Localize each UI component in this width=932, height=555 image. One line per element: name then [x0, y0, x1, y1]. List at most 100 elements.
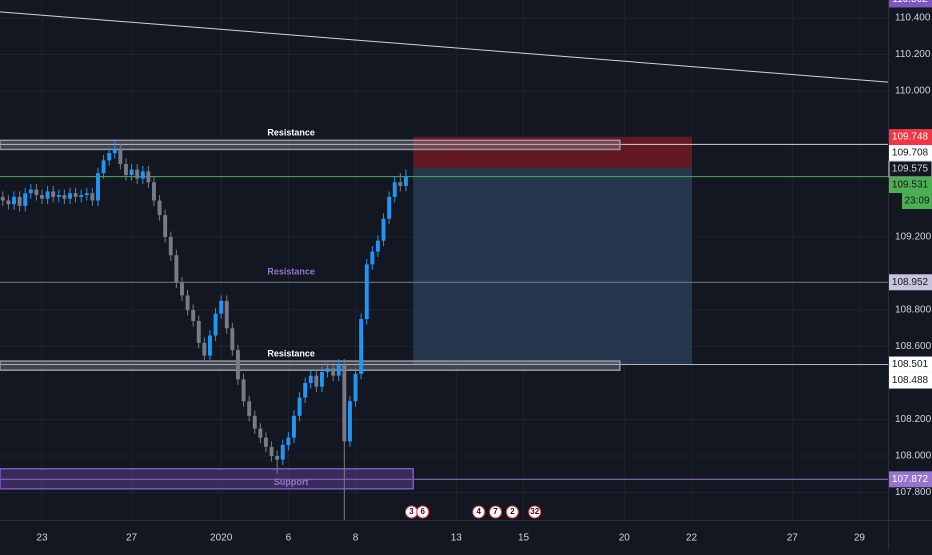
candle-body — [387, 196, 392, 219]
zone-label: Resistance — [267, 348, 315, 358]
x-tick-label: 13 — [451, 533, 463, 544]
candle-body — [124, 164, 128, 175]
candle-body — [291, 415, 296, 438]
event-label: 7 — [493, 507, 498, 516]
candle-body — [12, 196, 16, 205]
candle-body — [208, 335, 212, 356]
event-icon — [489, 505, 503, 519]
candle-body — [45, 191, 50, 199]
candle-body — [84, 193, 89, 196]
y-tick-label: 108.200 — [895, 414, 932, 425]
candle-body — [263, 437, 268, 447]
candle-body — [370, 251, 375, 265]
candle-body — [73, 193, 78, 197]
x-tick-label: 27 — [787, 533, 799, 544]
candle-body — [96, 173, 100, 201]
candle-body — [118, 149, 123, 165]
candle-body — [224, 300, 229, 329]
price-tag — [889, 0, 932, 8]
candle-body — [185, 295, 190, 310]
candle-body — [269, 446, 274, 456]
candle-body — [28, 189, 33, 194]
x-tick-label: 2020 — [210, 533, 233, 544]
candle-body — [51, 191, 56, 197]
trend-line — [0, 11, 889, 83]
candle-body — [359, 319, 364, 374]
candle-body — [325, 368, 330, 373]
event-icon — [416, 505, 430, 519]
candle-body — [34, 189, 39, 196]
event-label: 2 — [510, 507, 515, 516]
y-tick-label: 108.000 — [895, 451, 932, 462]
candle-body — [252, 415, 257, 429]
candle-body — [353, 373, 358, 402]
y-tick-label: 110.000 — [895, 86, 931, 97]
x-tick-label: 6 — [286, 533, 292, 544]
candle-body — [6, 200, 11, 205]
candle-body — [314, 375, 319, 387]
candle-body — [403, 176, 408, 186]
candle-body — [364, 264, 369, 320]
candle-body — [168, 237, 173, 256]
x-tick-label: 15 — [518, 533, 530, 544]
candle-body — [219, 300, 224, 314]
y-tick-label: 110.200 — [895, 49, 931, 60]
candle-body — [68, 193, 72, 199]
candle-body — [319, 372, 324, 387]
x-tick-label: 22 — [686, 533, 698, 544]
price-tag-label: 108.952 — [892, 277, 929, 288]
candle-body — [381, 218, 386, 241]
x-tick-label: 20 — [619, 533, 631, 544]
price-tag — [889, 177, 932, 194]
event-icon — [472, 505, 486, 519]
candle-body — [347, 401, 352, 442]
candle-body — [107, 153, 112, 161]
candle-body — [258, 428, 263, 438]
price-tag-label: 109.531 — [892, 180, 929, 191]
candle-body — [62, 195, 67, 199]
price-tag — [889, 274, 932, 291]
candle-body — [56, 195, 61, 197]
candle-body — [398, 182, 403, 186]
candle-body — [286, 437, 291, 446]
price-tag-label: 107.872 — [892, 474, 929, 485]
event-label: 32 — [530, 507, 539, 516]
candle-body — [174, 255, 179, 283]
candle-body — [230, 328, 235, 351]
candle-body — [23, 193, 28, 206]
candle-body — [40, 195, 44, 199]
candle-body — [336, 364, 341, 376]
candle-body — [0, 196, 5, 201]
candle-body — [342, 364, 347, 442]
candle-body — [101, 160, 106, 174]
line-label: Resistance — [267, 267, 315, 277]
price-tag — [889, 372, 932, 389]
price-tag — [889, 145, 932, 162]
candle-body — [146, 171, 151, 183]
candle-body — [297, 397, 302, 416]
candle-body — [241, 379, 246, 402]
candle-body — [129, 169, 134, 175]
candle-body — [90, 193, 95, 201]
event-icon — [528, 505, 542, 519]
candle-body — [79, 195, 84, 197]
y-tick-label: 108.600 — [895, 341, 932, 352]
x-tick-label: 27 — [126, 533, 138, 544]
zone — [0, 467, 414, 490]
candle-body — [135, 169, 140, 179]
candle-body — [392, 182, 397, 197]
candle-body — [275, 455, 280, 460]
candle-body — [202, 342, 207, 356]
stop-zone — [413, 136, 693, 168]
y-tick-label: 107.800 — [895, 487, 932, 498]
candle-body — [140, 171, 145, 179]
candle-body — [308, 375, 313, 383]
candle-body — [331, 368, 336, 376]
candle-body — [196, 320, 201, 343]
price-tag — [889, 471, 932, 488]
y-tick-label: 108.800 — [895, 305, 932, 316]
event-label: 3 — [409, 507, 414, 516]
zone-label: Resistance — [267, 128, 315, 138]
